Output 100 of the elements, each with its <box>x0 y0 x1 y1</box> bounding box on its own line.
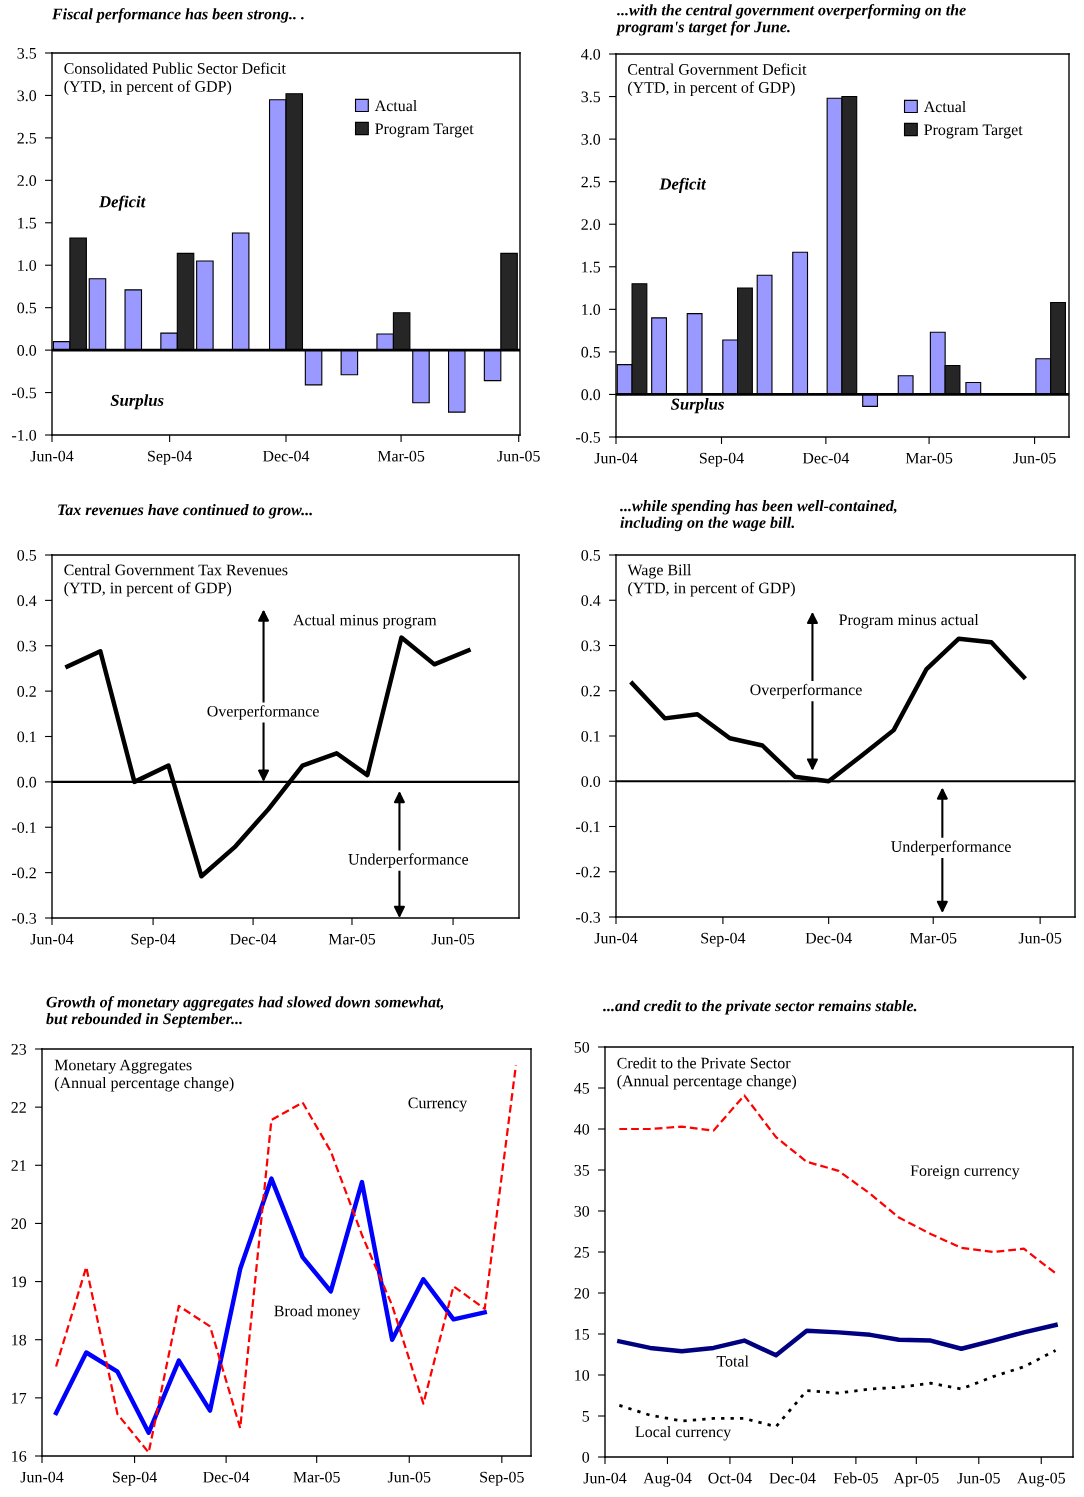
x-tick-label: Jun-05 <box>1013 452 1056 464</box>
x-tick-label: Mar-05 <box>328 933 376 945</box>
y-tick-label: 0.5 <box>17 549 37 561</box>
y-tick-label: 0.2 <box>581 685 600 697</box>
y-tick-label: 2.0 <box>17 175 37 187</box>
y-tick-label: -0.5 <box>12 387 37 399</box>
x-tick-label: Jun-04 <box>30 450 74 462</box>
annotation: Underperformance <box>348 853 469 868</box>
x-tick-label: Jun-04 <box>30 933 74 945</box>
text: Central Government Tax Revenues (YTD, in percent of GDP) <box>64 564 288 597</box>
y-tick-label: 0 <box>582 1451 590 1463</box>
x-tick-label: Feb-05 <box>833 1472 878 1484</box>
y-tick-label: 20 <box>574 1287 590 1299</box>
y-tick-label: 35 <box>574 1164 590 1176</box>
x-tick-label: Dec-04 <box>262 450 310 462</box>
y-tick-label: 3.5 <box>581 91 601 103</box>
x-tick-label: Aug-04 <box>643 1472 692 1487</box>
x-tick-label: Mar-05 <box>909 932 957 944</box>
legend-label: Program Target <box>375 123 474 138</box>
y-tick-label: 1.0 <box>18 260 37 271</box>
annotation: Overperformance <box>207 705 319 720</box>
chart-title: Fiscal performance has been strong.. . <box>51 8 304 23</box>
y-tick-label: -0.3 <box>576 911 601 923</box>
text: Foreign currency <box>910 1165 1020 1180</box>
y-tick-label: 17 <box>12 1392 27 1404</box>
y-tick-label: 10 <box>575 1369 590 1381</box>
y-tick-label: 0.4 <box>17 595 37 607</box>
annotation: Deficit <box>659 177 707 194</box>
x-tick-label: Sep-04 <box>131 933 176 948</box>
y-tick-label: 1.5 <box>18 217 37 229</box>
y-tick-label: 15 <box>575 1329 590 1340</box>
x-tick-label: Sep-04 <box>701 932 746 947</box>
legend-label: Actual minus program <box>293 614 437 629</box>
annotation: Surplus <box>110 394 164 410</box>
y-tick-label: 3.0 <box>17 90 37 102</box>
y-tick-label: -0.1 <box>12 822 36 834</box>
x-tick-label: Dec-04 <box>805 932 852 944</box>
x-tick-label: Sep-05 <box>480 1471 524 1486</box>
y-tick-label: 25 <box>574 1246 590 1258</box>
chart-title: Tax revenues have continued to grow... <box>58 504 312 519</box>
x-tick-label: Jun-05 <box>431 933 475 945</box>
y-tick-label: 30 <box>574 1205 590 1217</box>
y-tick-label: 0.0 <box>581 389 601 401</box>
y-tick-label: 21 <box>11 1160 26 1171</box>
y-tick-label: -0.1 <box>576 821 600 833</box>
annotation: Surplus <box>670 398 724 414</box>
y-tick-label: 22 <box>11 1102 26 1113</box>
x-tick-label: Jun-05 <box>387 1471 431 1483</box>
y-tick-label: 0.5 <box>17 302 37 314</box>
y-tick-label: 4.0 <box>581 48 601 60</box>
x-tick-label: Dec-04 <box>203 1471 250 1483</box>
y-tick-label: 45 <box>574 1083 590 1094</box>
text: Credit to the Private Sector (Annual percentage change) <box>617 1057 797 1090</box>
y-tick-label: -0.3 <box>12 912 37 924</box>
chart-title: Growth of monetary aggregates had slowed down somewhat, but rebounded in September... <box>46 996 444 1028</box>
text: Consolidated Public Sector Deficit (YTD, in percent of GDP) <box>64 62 286 96</box>
line-series <box>618 1094 1057 1275</box>
x-tick-label: Sep-04 <box>113 1471 157 1486</box>
x-tick-label: Jun-05 <box>957 1472 1000 1484</box>
x-tick-label: Apr-05 <box>893 1472 939 1487</box>
y-tick-label: 2.0 <box>581 219 601 230</box>
x-tick-label: Mar-05 <box>377 450 425 462</box>
x-tick-label: Jun-05 <box>1018 932 1062 944</box>
x-tick-label: Jun-04 <box>583 1472 627 1484</box>
x-tick-label: Dec-04 <box>769 1472 816 1484</box>
x-tick-label: Jun-04 <box>594 452 638 464</box>
y-tick-label: 0.1 <box>17 731 36 743</box>
y-tick-label: 20 <box>11 1218 27 1230</box>
legend-label: Actual <box>374 99 417 112</box>
x-tick-label: Jun-04 <box>20 1471 64 1483</box>
y-tick-label: 19 <box>12 1276 27 1288</box>
y-tick-label: -1.0 <box>12 429 37 441</box>
legend-label: Program Target <box>924 124 1023 139</box>
y-tick-label: 2.5 <box>17 132 37 144</box>
y-tick-label: -0.2 <box>12 867 36 879</box>
y-tick-label: 40 <box>574 1123 590 1135</box>
text: Currency <box>408 1097 468 1112</box>
y-tick-label: 1.5 <box>582 261 601 273</box>
y-tick-label: 2.5 <box>581 176 601 188</box>
legend-label: Actual <box>923 100 966 113</box>
y-tick-label: 50 <box>574 1041 590 1053</box>
y-tick-label: -0.5 <box>576 431 601 443</box>
y-tick-label: 0.5 <box>581 549 601 561</box>
x-tick-label: Sep-04 <box>148 450 193 465</box>
chart-title: ...while spending has been well-contained, including on the wage bill. <box>620 500 897 532</box>
x-tick-label: Mar-05 <box>905 452 953 464</box>
y-tick-label: 0.0 <box>17 345 37 356</box>
text: Monetary Aggregates (Annual percentage change) <box>54 1059 234 1092</box>
x-tick-label: Dec-04 <box>230 933 277 945</box>
x-tick-label: Dec-04 <box>802 452 850 464</box>
legend-label: Program minus actual <box>839 613 979 629</box>
series-label: Broad money <box>274 1305 361 1320</box>
x-tick-label: Jun-04 <box>594 932 638 944</box>
x-tick-label: Oct-04 <box>708 1472 752 1484</box>
annotation: Deficit <box>98 195 146 211</box>
line-series <box>53 1176 487 1435</box>
y-tick-label: 0.0 <box>17 776 37 788</box>
x-tick-label: Jun-05 <box>497 450 540 462</box>
x-tick-label: Aug-05 <box>1017 1472 1066 1487</box>
chart-title: ...and credit to the private sector remains stable. <box>603 1000 917 1015</box>
